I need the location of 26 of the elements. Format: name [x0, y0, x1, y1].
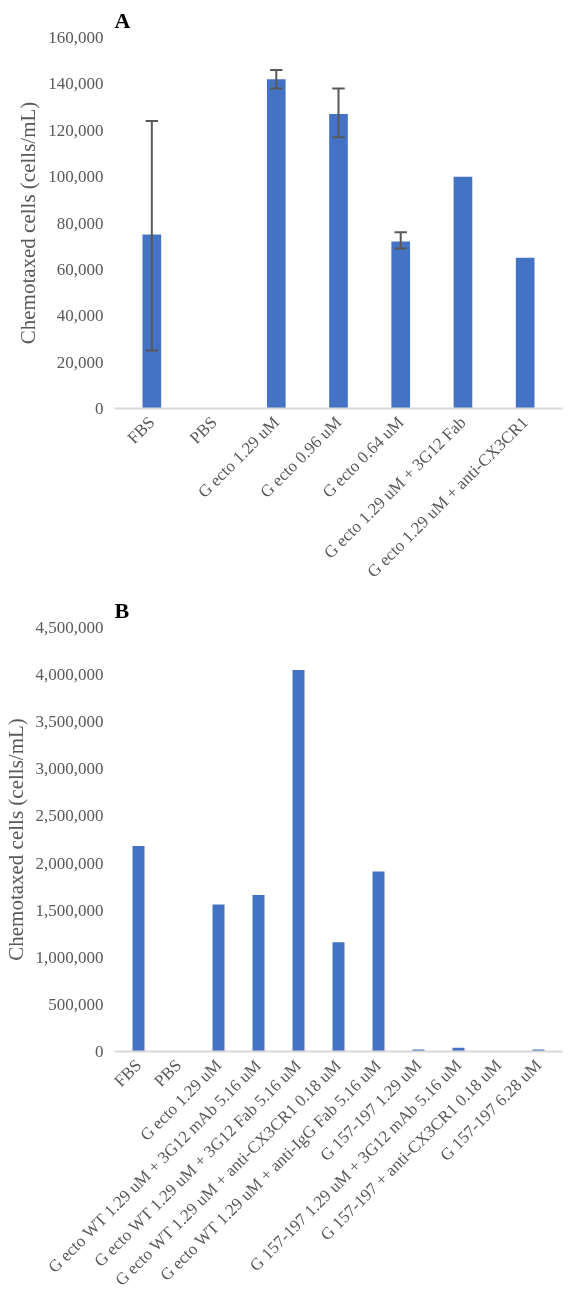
y-tick-label: 100,000: [48, 167, 104, 187]
y-tick-label: 20,000: [56, 352, 104, 372]
y-tick-label: 4,500,000: [35, 618, 104, 637]
y-tick-label: 4,000,000: [35, 665, 104, 685]
chart-title: A: [114, 7, 131, 33]
y-tick-label: 40,000: [56, 306, 104, 326]
y-tick-label: 120,000: [48, 120, 104, 140]
y-tick-label: 3,000,000: [35, 759, 104, 779]
y-axis-title: Chemotaxed cells (cells/mL): [16, 101, 41, 345]
y-tick-label: 140,000: [48, 74, 104, 94]
y-tick-label: 500,000: [48, 994, 104, 1014]
x-tick-label: FBS: [123, 412, 159, 448]
y-axis-title: Chemotaxed cells (cells/mL): [3, 718, 28, 961]
x-tick-label: FBS: [110, 1055, 146, 1091]
y-tick-label: 3,500,000: [35, 712, 104, 732]
y-tick-label: 1,000,000: [35, 947, 104, 967]
chart-title: B: [114, 597, 130, 623]
x-tick-label: PBS: [185, 412, 221, 448]
y-tick-label: 2,500,000: [35, 806, 104, 826]
y-tick-label: 0: [95, 1042, 104, 1061]
y-tick-label: 0: [95, 399, 104, 418]
y-tick-label: 80,000: [56, 213, 104, 233]
y-tick-label: 1,500,000: [35, 900, 104, 920]
y-tick-label: 160,000: [48, 28, 104, 47]
y-tick-label: 2,000,000: [35, 853, 104, 873]
y-tick-label: 60,000: [56, 259, 104, 279]
